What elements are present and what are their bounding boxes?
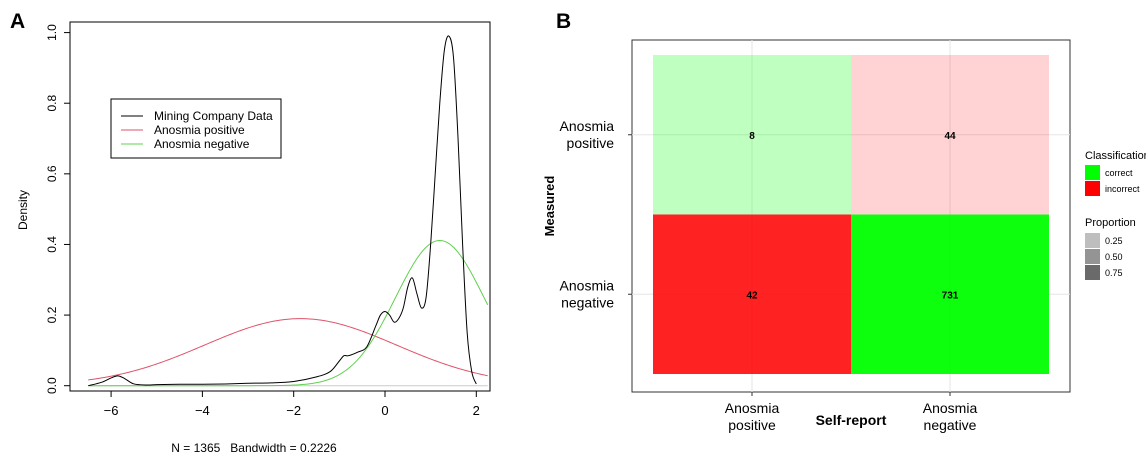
panel-label-a: A bbox=[10, 10, 25, 33]
density-lines bbox=[88, 35, 489, 387]
x-axis-label-a: N = 1365 Bandwidth = 0.2226 bbox=[171, 441, 337, 453]
legend-label-a: Mining Company Data bbox=[154, 109, 273, 123]
y-tick-label-a: 1.0 bbox=[45, 24, 59, 41]
y-axis-label-b: Measured bbox=[542, 176, 557, 237]
legend-swatch-classification bbox=[1085, 181, 1100, 196]
heatmap-cell bbox=[851, 214, 1049, 374]
cell-count-label: 42 bbox=[746, 290, 758, 301]
heatmap-cell bbox=[653, 55, 851, 215]
legend-swatch-proportion bbox=[1085, 265, 1100, 280]
y-tick-label-b: Anosmia negative bbox=[560, 277, 615, 310]
cell-count-label: 731 bbox=[942, 290, 959, 301]
heatmap-cells: 8 44 42 731 bbox=[653, 55, 1049, 374]
series-line-3 bbox=[88, 239, 489, 387]
legend-swatch-proportion bbox=[1085, 233, 1100, 248]
x-axis-a: −6 −4 −2 0 2 bbox=[104, 390, 480, 418]
x-tick-label-a: 0 bbox=[381, 403, 388, 418]
legend-title-classification: Classification bbox=[1085, 150, 1146, 162]
legend-title-proportion: Proportion bbox=[1085, 217, 1136, 229]
legend-swatch-classification bbox=[1085, 165, 1100, 180]
legend-label-a: Anosmia positive bbox=[154, 123, 245, 137]
y-tick-label-a: 0.2 bbox=[45, 306, 59, 323]
y-tick-label-a: 0.6 bbox=[45, 165, 59, 182]
x-tick-label-a: 2 bbox=[473, 403, 480, 418]
legend-label-proportion: 0.50 bbox=[1105, 252, 1123, 262]
panel-label-b: B bbox=[556, 10, 571, 33]
cell-count-label: 44 bbox=[944, 131, 956, 142]
panel-a-density-plot: A −6 −4 −2 0 2 0.0 0.2 0.4 0.6 0.8 1.0 N = 1365 B… bbox=[10, 10, 491, 453]
legend-swatch-proportion bbox=[1085, 249, 1100, 264]
legend-label-proportion: 0.75 bbox=[1105, 268, 1123, 278]
heatmap-cell bbox=[653, 214, 851, 374]
y-axis-label-a: Density bbox=[16, 190, 30, 230]
series-line-2 bbox=[88, 318, 488, 381]
legend-label-classification: incorrect bbox=[1105, 184, 1140, 194]
plot-frame-a bbox=[69, 21, 491, 392]
legend-label-classification: correct bbox=[1105, 168, 1133, 178]
cell-count-label: 8 bbox=[749, 131, 755, 142]
legend-b: Classification correct incorrect Proportion… bbox=[1085, 150, 1146, 280]
x-axis-b: Anosmia positive Anosmia negative bbox=[725, 392, 978, 433]
legend-box-a bbox=[110, 98, 282, 159]
x-axis-label-b: Self-report bbox=[816, 412, 887, 428]
x-tick-label-b: Anosmia positive bbox=[725, 400, 780, 433]
y-axis-a: 0.0 0.2 0.4 0.6 0.8 1.0 bbox=[45, 24, 71, 394]
legend-label-a: Anosmia negative bbox=[154, 137, 250, 151]
y-tick-label-a: 0.8 bbox=[45, 95, 59, 112]
series-line-1 bbox=[88, 35, 477, 387]
panel-b-confusion-matrix: B 8 44 42 731 Anosmia positive Anosmia negativ… bbox=[542, 10, 1146, 433]
y-axis-b: Anosmia positive Anosmia negative bbox=[560, 118, 632, 310]
x-tick-label-a: −2 bbox=[286, 403, 301, 418]
y-tick-label-b: Anosmia positive bbox=[560, 118, 615, 151]
y-tick-label-a: 0.4 bbox=[45, 236, 59, 253]
x-tick-label-b: Anosmia negative bbox=[923, 400, 978, 433]
y-tick-label-a: 0.0 bbox=[45, 377, 59, 394]
heatmap-cell bbox=[851, 55, 1049, 215]
legend-label-proportion: 0.25 bbox=[1105, 236, 1123, 246]
x-tick-label-a: −6 bbox=[104, 403, 119, 418]
x-tick-label-a: −4 bbox=[195, 403, 210, 418]
